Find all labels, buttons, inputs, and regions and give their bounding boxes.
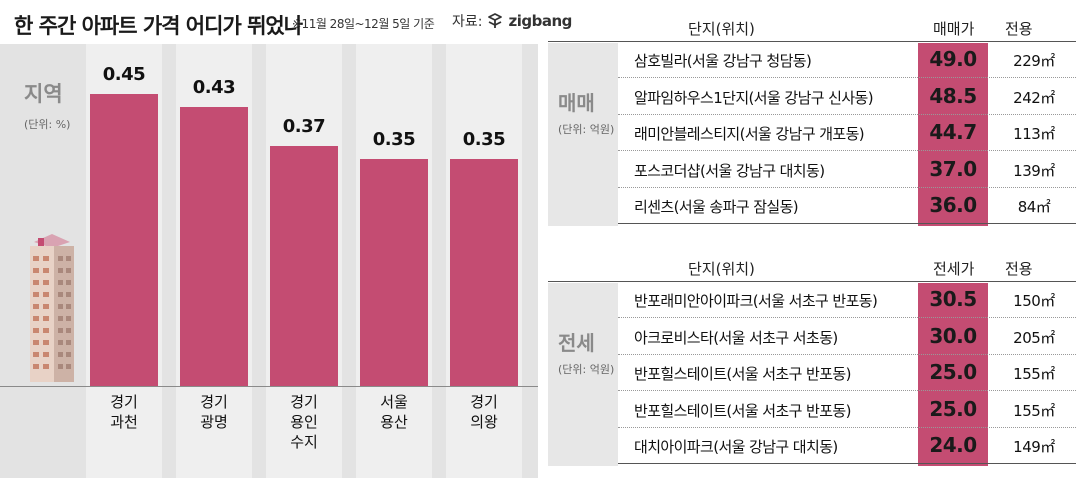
complex-name: 반포힐스테이트(서울 서초구 반포동): [634, 365, 851, 384]
jeonse-table: 단지(위치) 전세가 전용 전세 (단위: 억원) 반포래미안아이파크(서울 서…: [548, 252, 1076, 466]
complex-name: 반포래미안아이파크(서울 서초구 반포동): [634, 292, 878, 310]
chart-unit: (단위: %): [24, 118, 71, 131]
price-value: 36.0: [929, 193, 977, 218]
table-row: 삼호빌라(서울 강남구 청담동) 49.0 229㎡: [618, 43, 1076, 78]
zigbang-logo-icon: [488, 13, 503, 28]
jeonse-category-name: 전세: [558, 331, 595, 355]
complex-name: 포스코더샵(서울 강남구 대치동): [634, 161, 825, 180]
sale-category-name: 매매: [558, 91, 595, 115]
source-label: 자료:: [452, 14, 483, 30]
apartment-building-icon: [30, 234, 74, 382]
jeonse-category-cell: 전세 (단위: 억원): [548, 283, 618, 466]
price-value: 25.0: [929, 360, 977, 385]
table-row: 반포힐스테이트(서울 서초구 반포동) 25.0 155㎡: [618, 356, 1076, 392]
complex-name: 알파임하우스1단지(서울 강남구 신사동): [634, 88, 874, 107]
bar-value-label: 0.43: [192, 77, 236, 98]
bar-category-label: 경기 용인 수지: [290, 393, 318, 451]
price-value: 25.0: [929, 396, 977, 421]
jeonse-price-column-highlight: [918, 283, 988, 466]
price-value: 44.7: [929, 120, 977, 145]
sale-header-complex: 단지(위치): [688, 20, 755, 38]
sale-header-area: 전용: [1005, 20, 1033, 38]
bar-category-label: 경기 의왕: [470, 393, 498, 431]
table-row: 대치아이파크(서울 강남구 대치동) 24.0 149㎡: [618, 429, 1076, 465]
bar-value-label: 0.45: [102, 64, 146, 85]
table-row: 아크로비스타(서울 서초구 서초동) 30.0 205㎡: [618, 320, 1076, 355]
sale-table: 단지(위치) 매매가 전용 매매 (단위: 억원) 삼호빌라(서울 강남구 청담…: [548, 12, 1076, 226]
price-value: 48.5: [929, 83, 977, 108]
complex-name: 래미안블레스티지(서울 강남구 개포동): [634, 125, 865, 144]
sale-table-body: 매매 (단위: 억원) 삼호빌라(서울 강남구 청담동) 49.0 229㎡ 알파임하…: [548, 43, 1076, 226]
table-row: 리센츠(서울 송파구 잠실동) 36.0 84㎡: [618, 189, 1076, 225]
table-row: 알파임하우스1단지(서울 강남구 신사동) 48.5 242㎡: [618, 80, 1076, 115]
complex-name: 리센츠(서울 송파구 잠실동): [634, 198, 799, 217]
bar-value-label: 0.37: [282, 116, 326, 137]
date-range-note: ※11월 28일~12월 5일 기준: [292, 17, 435, 31]
region-chart-panel: 지역 (단위: %): [0, 44, 538, 478]
price-value: 37.0: [929, 156, 977, 181]
area-value: 155㎡: [1013, 365, 1055, 384]
table-row: 포스코더샵(서울 강남구 대치동) 37.0 139㎡: [618, 153, 1076, 188]
price-value: 30.0: [929, 323, 977, 348]
price-value: 49.0: [929, 47, 977, 71]
bar-value-label: 0.35: [462, 129, 506, 150]
area-value: 84㎡: [1017, 198, 1051, 217]
chart-title: 지역: [24, 82, 63, 106]
price-value: 30.5: [929, 287, 977, 311]
bar-category-label: 경기 과천: [110, 393, 138, 431]
area-value: 242㎡: [1013, 88, 1055, 107]
jeonse-header-area: 전용: [1005, 260, 1033, 278]
area-value: 155㎡: [1013, 401, 1055, 420]
bar-category-label: 경기 광명: [200, 393, 228, 431]
chart-bar: [90, 94, 158, 386]
bar-value-label: 0.35: [372, 129, 416, 150]
sale-table-header: 단지(위치) 매매가 전용: [548, 12, 1076, 42]
complex-name: 삼호빌라(서울 강남구 청담동): [634, 52, 812, 70]
jeonse-header-price: 전세가: [933, 260, 975, 278]
chart-baseline: [0, 386, 538, 387]
area-value: 205㎡: [1013, 328, 1055, 347]
bar-category-label: 서울 용산: [380, 393, 408, 431]
area-value: 139㎡: [1013, 161, 1055, 180]
complex-name: 반포힐스테이트(서울 서초구 반포동): [634, 401, 851, 420]
chart-bar: [180, 107, 248, 386]
area-value: 150㎡: [1013, 292, 1055, 310]
jeonse-table-body: 전세 (단위: 억원) 반포래미안아이파크(서울 서초구 반포동) 30.5 150…: [548, 283, 1076, 466]
chart-bar: [360, 159, 428, 386]
table-row: 반포래미안아이파크(서울 서초구 반포동) 30.5 150㎡: [618, 283, 1076, 318]
complex-name: 대치아이파크(서울 강남구 대치동): [634, 438, 838, 457]
area-value: 113㎡: [1013, 125, 1055, 144]
page-title: 한 주간 아파트 가격 어디가 뛰었나: [14, 14, 303, 38]
area-value: 229㎡: [1013, 52, 1055, 70]
jeonse-table-header: 단지(위치) 전세가 전용: [548, 252, 1076, 282]
area-value: 149㎡: [1013, 438, 1055, 457]
sale-category-cell: 매매 (단위: 억원): [548, 43, 618, 226]
source-brand: zigbang: [508, 12, 572, 30]
jeonse-category-unit: (단위: 억원): [558, 363, 615, 376]
price-value: 24.0: [929, 433, 977, 458]
chart-bar: [270, 146, 338, 386]
sale-price-column-highlight: [918, 43, 988, 226]
table-row: 반포힐스테이트(서울 서초구 반포동) 25.0 155㎡: [618, 393, 1076, 428]
source-credit: 자료: zigbang: [452, 11, 572, 31]
chart-bar: [450, 159, 518, 386]
table-row: 래미안블레스티지(서울 강남구 개포동) 44.7 113㎡: [618, 116, 1076, 152]
sale-header-price: 매매가: [933, 20, 975, 38]
jeonse-header-complex: 단지(위치): [688, 260, 755, 278]
sale-category-unit: (단위: 억원): [558, 123, 615, 136]
complex-name: 아크로비스타(서울 서초구 서초동): [634, 328, 838, 347]
